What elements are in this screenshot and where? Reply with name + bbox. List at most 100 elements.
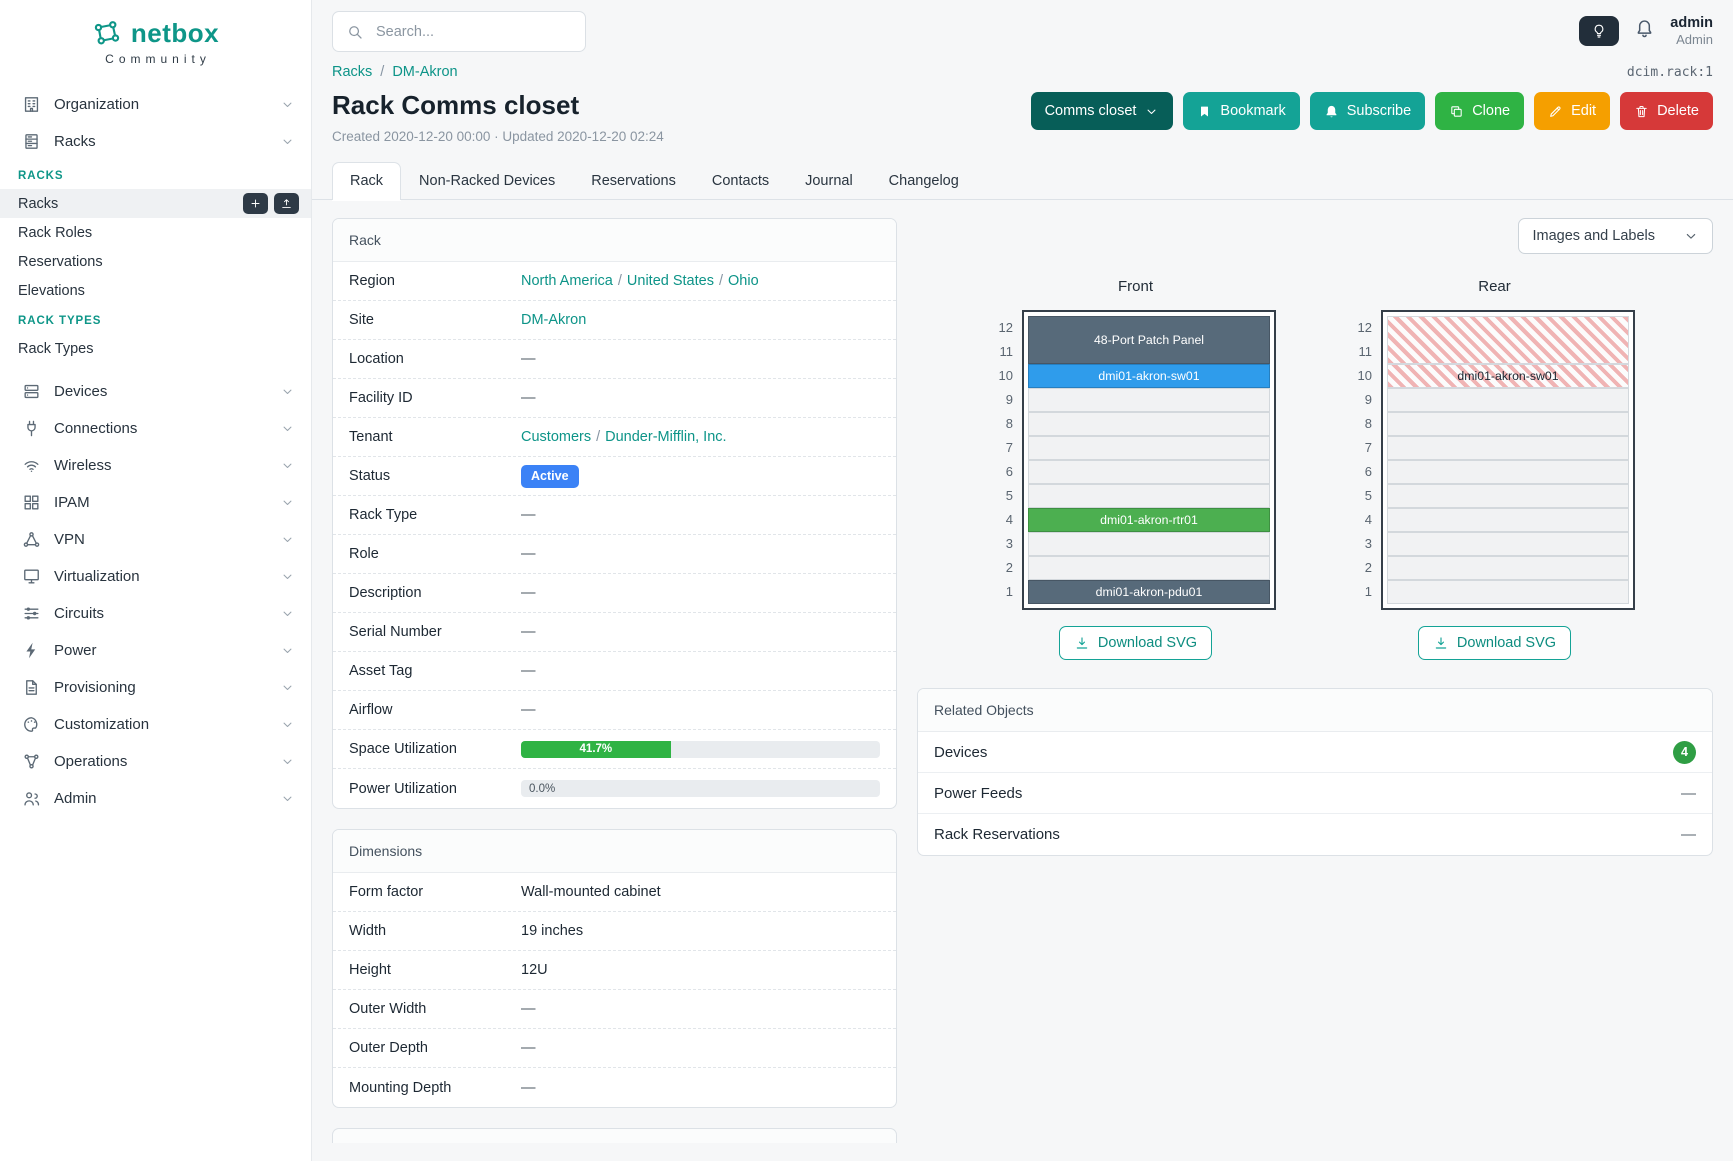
download-svg-button[interactable]: Download SVG [1058, 626, 1213, 660]
sidebar-item-wireless[interactable]: Wireless [0, 447, 311, 484]
plus-button[interactable] [243, 193, 268, 214]
tab-rack[interactable]: Rack [332, 162, 402, 200]
rack-device[interactable]: dmi01-akron-pdu01 [1028, 580, 1270, 604]
bell-icon [1634, 18, 1655, 39]
attr-text: — [521, 702, 536, 718]
attr-row-form-factor: Form factor Wall-mounted cabinet [333, 873, 896, 912]
customization-icon [22, 715, 41, 734]
dimensions-attributes: Form factor Wall-mounted cabinet Width 19 i… [333, 873, 896, 1107]
bookmark-button[interactable]: Bookmark [1183, 92, 1300, 130]
attr-row-space-utilization: Space Utilization 41.7% [333, 730, 896, 769]
link-dunder-mifflin-inc[interactable]: Dunder-Mifflin, Inc. [605, 429, 727, 445]
sidebar-item-label: Racks [18, 195, 59, 212]
tab-contacts[interactable]: Contacts [711, 173, 770, 189]
tab-changelog[interactable]: Changelog [888, 173, 959, 189]
rack-device[interactable]: 48-Port Patch Panel [1028, 316, 1270, 364]
attr-value: — [521, 1080, 880, 1096]
rack-device[interactable]: dmi01-akron-sw01 [1387, 364, 1629, 388]
subscribe-button[interactable]: Subscribe [1309, 92, 1426, 130]
chevron-down-icon [280, 384, 295, 399]
attr-label: Airflow [349, 702, 393, 718]
attr-row-airflow: Airflow — [333, 691, 896, 730]
clone-button[interactable]: Clone [1435, 92, 1525, 130]
context-dropdown-button[interactable]: Comms closet [1030, 92, 1174, 130]
unit-number: 7 [1364, 440, 1372, 455]
sidebar-item-label: Admin [54, 790, 97, 807]
rack-slots: dmi01-akron-sw01 [1387, 316, 1629, 604]
chevron-down-icon [280, 97, 295, 112]
sidebar-item-circuits[interactable]: Circuits [0, 595, 311, 632]
sidebar-item-virtualization[interactable]: Virtualization [0, 558, 311, 595]
sidebar-item-rack-roles[interactable]: Rack Roles [0, 218, 311, 247]
upload-button[interactable] [274, 193, 299, 214]
attr-row-rack-type: Rack Type — [333, 496, 896, 535]
tab-non-racked-devices[interactable]: Non-Racked Devices [419, 173, 556, 189]
sidebar-item-customization[interactable]: Customization [0, 706, 311, 743]
link-north-america[interactable]: North America [521, 273, 613, 289]
sidebar-item-operations[interactable]: Operations [0, 743, 311, 780]
link-separator: / [617, 273, 622, 289]
sidebar-item-organization[interactable]: Organization [0, 86, 311, 123]
attr-value: 12U [521, 962, 880, 978]
link-united-states[interactable]: United States [626, 273, 714, 289]
link-ohio[interactable]: Ohio [728, 273, 759, 289]
sidebar-item-rack-types[interactable]: Rack Types [0, 334, 311, 363]
breadcrumb-link-racks[interactable]: Racks [332, 64, 373, 80]
rack-device[interactable]: dmi01-akron-rtr01 [1028, 508, 1270, 532]
images-labels-select[interactable]: Images and Labels [1518, 218, 1713, 254]
search-box[interactable] [332, 11, 586, 52]
left-column: Rack Region North America / United States / O… [332, 218, 897, 1161]
netbox-logo-icon [92, 19, 122, 49]
sidebar-item-vpn[interactable]: VPN [0, 521, 311, 558]
unit-number: 11 [1358, 344, 1373, 359]
unit-number: 5 [1364, 488, 1372, 503]
sidebar-item-power[interactable]: Power [0, 632, 311, 669]
ipam-icon [22, 493, 41, 512]
sidebar-item-devices[interactable]: Devices [0, 373, 311, 410]
rack-device[interactable]: dmi01-akron-sw01 [1028, 364, 1270, 388]
download-svg-button[interactable]: Download SVG [1417, 626, 1572, 660]
sidebar-item-connections[interactable]: Connections [0, 410, 311, 447]
virtualization-icon [22, 567, 41, 586]
partial-card [332, 1128, 897, 1143]
related-label: Power Feeds [934, 784, 1023, 802]
rack-slot-empty [1387, 412, 1629, 436]
sidebar-item-provisioning[interactable]: Provisioning [0, 669, 311, 706]
sidebar-item-racks[interactable]: Racks [0, 123, 311, 160]
topbar: admin Admin [312, 0, 1733, 60]
attr-label: Space Utilization [349, 741, 457, 757]
search-input[interactable] [374, 22, 572, 41]
notifications-button[interactable] [1634, 18, 1655, 45]
sidebar-item-reservations[interactable]: Reservations [0, 247, 311, 276]
rack-slot-empty [1028, 484, 1270, 508]
attr-label: Mounting Depth [349, 1079, 452, 1096]
elevation-body: 12 11 10 9 8 7 6 5 4 3 2 1 dmi01-akron-sw01 [1354, 310, 1635, 610]
username: admin [1670, 14, 1713, 31]
link-dm-akron[interactable]: DM-Akron [521, 312, 587, 328]
sidebar-item-ipam[interactable]: IPAM [0, 484, 311, 521]
link-customers[interactable]: Customers [521, 429, 592, 445]
provisioning-icon [22, 678, 41, 697]
related-row-devices[interactable]: Devices 4 [918, 732, 1712, 773]
netbox-logo[interactable]: netbox Community [0, 0, 311, 70]
sidebar-item-admin[interactable]: Admin [0, 780, 311, 817]
tab-journal[interactable]: Journal [805, 173, 853, 189]
delete-button[interactable]: Delete [1620, 92, 1713, 130]
sidebar-item-racks[interactable]: Racks [0, 189, 311, 218]
breadcrumb-link-site[interactable]: DM-Akron [392, 64, 458, 80]
theme-toggle-button[interactable] [1579, 16, 1620, 47]
unit-number: 12 [1357, 320, 1372, 335]
attr-text: — [521, 1079, 536, 1096]
user-menu[interactable]: admin Admin [1670, 14, 1713, 50]
sidebar-item-label: VPN [54, 531, 85, 548]
attr-label: Location [349, 351, 404, 367]
sidebar-item-label: Customization [54, 716, 150, 733]
bookmark-label: Bookmark [1220, 103, 1286, 119]
attr-value: DM-Akron [521, 312, 880, 328]
dimensions-card: Dimensions Form factor Wall-mounted cabin… [332, 829, 897, 1108]
count-badge: 4 [1673, 740, 1696, 764]
edit-button[interactable]: Edit [1534, 92, 1611, 130]
tab-reservations[interactable]: Reservations [591, 173, 676, 189]
elevation-rear: Rear 12 11 10 9 8 7 6 5 4 3 2 1 dmi01-akron-sw01 Downl… [1354, 278, 1635, 660]
sidebar-item-elevations[interactable]: Elevations [0, 276, 311, 305]
